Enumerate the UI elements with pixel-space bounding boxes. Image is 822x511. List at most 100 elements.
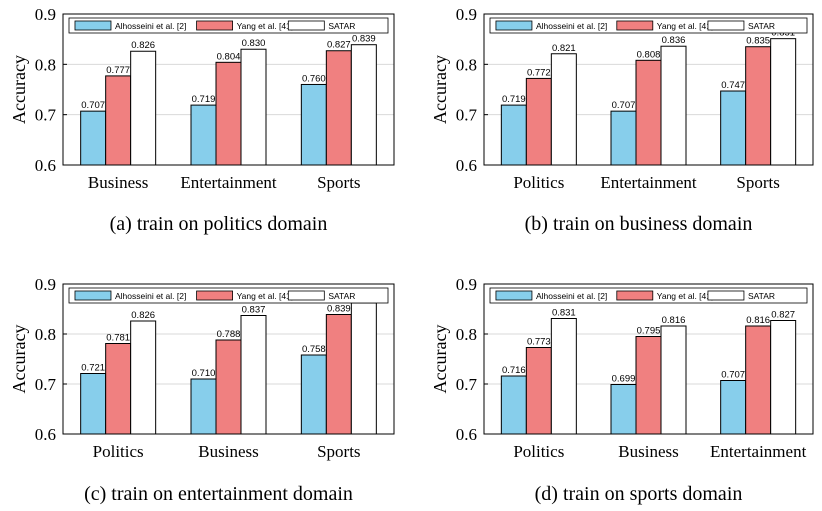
- data-label: 0.808: [637, 49, 661, 60]
- data-label: 0.827: [327, 40, 351, 51]
- subfigure-caption: (b) train on business domain: [525, 213, 753, 235]
- legend-swatch: [287, 290, 325, 301]
- legend-swatch: [74, 20, 112, 31]
- bar: [550, 318, 577, 435]
- x-tick-label: Sports: [736, 173, 779, 192]
- bar: [240, 315, 267, 435]
- bar: [325, 50, 352, 166]
- legend-swatch: [707, 20, 745, 31]
- bar: [660, 325, 687, 435]
- bar: [105, 343, 132, 435]
- data-label: 0.707: [81, 100, 105, 111]
- bar: [190, 104, 217, 166]
- x-tick-label: Sports: [317, 173, 360, 192]
- data-label: 0.831: [552, 308, 576, 319]
- data-label: 0.773: [527, 337, 551, 348]
- data-label: 0.830: [242, 38, 266, 49]
- data-label: 0.816: [662, 315, 686, 326]
- bar: [500, 104, 527, 166]
- x-tick-label: Politics: [513, 173, 564, 192]
- bar: [215, 61, 242, 166]
- legend-label: SATAR: [748, 21, 775, 31]
- legend-swatch: [495, 290, 533, 301]
- y-tick-label: 0.6: [35, 425, 56, 444]
- axes-frame: [483, 13, 814, 166]
- legend-label: SATAR: [328, 291, 355, 301]
- data-label: 0.837: [242, 305, 266, 316]
- data-label: 0.710: [192, 368, 216, 379]
- bar: [720, 90, 747, 166]
- bar: [635, 336, 662, 435]
- bar: [770, 320, 797, 435]
- bar: [745, 325, 772, 435]
- bar: [350, 44, 377, 166]
- axes-frame: [62, 283, 395, 435]
- data-label: 0.781: [106, 333, 130, 344]
- y-axis-label: Accuracy: [9, 55, 29, 124]
- x-tick-label: Entertainment: [600, 173, 697, 192]
- legend-label: Alhosseini et al. [2]: [115, 21, 186, 31]
- bar: [190, 378, 217, 435]
- data-label: 0.839: [327, 304, 351, 315]
- legend-swatch: [196, 290, 234, 301]
- legend-label: Yang et al. [41]: [237, 291, 294, 301]
- bar: [770, 38, 797, 166]
- y-tick-label: 0.7: [456, 106, 478, 125]
- subfigure-caption: (c) train on entertainment domain: [84, 483, 353, 505]
- bar: [300, 83, 327, 166]
- x-tick-label: Entertainment: [710, 442, 807, 461]
- legend-swatch: [196, 20, 234, 31]
- bar: [610, 110, 637, 166]
- x-tick-label: Sports: [317, 442, 360, 461]
- y-axis-label: Accuracy: [430, 55, 450, 124]
- bar: [550, 53, 577, 166]
- bar: [635, 59, 662, 166]
- bar: [610, 384, 637, 435]
- legend-label: Yang et al. [41]: [657, 21, 714, 31]
- bar: [500, 375, 527, 435]
- data-label: 0.777: [106, 65, 130, 76]
- data-label: 0.788: [217, 329, 241, 340]
- data-label: 0.839: [352, 34, 376, 45]
- chart-panel-2: 0.719 0.707 0.747 0.772 0.808 0.835 0.821 0.836…: [430, 5, 814, 235]
- bar: [105, 75, 132, 166]
- legend-swatch: [74, 290, 112, 301]
- legend-label: Alhosseini et al. [2]: [536, 291, 607, 301]
- data-label: 0.716: [502, 365, 526, 376]
- bar: [80, 110, 107, 166]
- legend-label: Alhosseini et al. [2]: [536, 21, 607, 31]
- x-tick-label: Business: [88, 173, 148, 192]
- x-tick-label: Entertainment: [180, 173, 277, 192]
- bar: [745, 46, 772, 166]
- subfigure-caption: (a) train on politics domain: [110, 213, 328, 235]
- data-label: 0.719: [192, 94, 216, 105]
- y-tick-label: 0.9: [456, 5, 477, 24]
- data-label: 0.721: [81, 363, 105, 374]
- subfigure-caption: (d) train on sports domain: [535, 483, 743, 505]
- data-label: 0.699: [612, 374, 636, 385]
- data-label: 0.821: [552, 43, 576, 54]
- y-tick-label: 0.8: [456, 325, 477, 344]
- data-label: 0.747: [721, 80, 745, 91]
- x-tick-label: Politics: [93, 442, 144, 461]
- y-tick-label: 0.6: [456, 425, 477, 444]
- legend-label: SATAR: [328, 21, 355, 31]
- legend-swatch: [616, 290, 654, 301]
- x-tick-label: Business: [618, 442, 678, 461]
- data-label: 0.826: [131, 40, 155, 51]
- data-label: 0.836: [662, 35, 686, 46]
- data-label: 0.835: [746, 36, 770, 47]
- bar: [215, 339, 242, 435]
- bar: [525, 77, 552, 166]
- bar: [80, 373, 107, 435]
- bar: [130, 50, 157, 166]
- bar: [300, 354, 327, 435]
- data-label: 0.707: [612, 100, 636, 111]
- axes-frame: [483, 283, 814, 435]
- bar: [325, 314, 352, 435]
- y-tick-label: 0.9: [35, 5, 56, 24]
- legend-swatch: [616, 20, 654, 31]
